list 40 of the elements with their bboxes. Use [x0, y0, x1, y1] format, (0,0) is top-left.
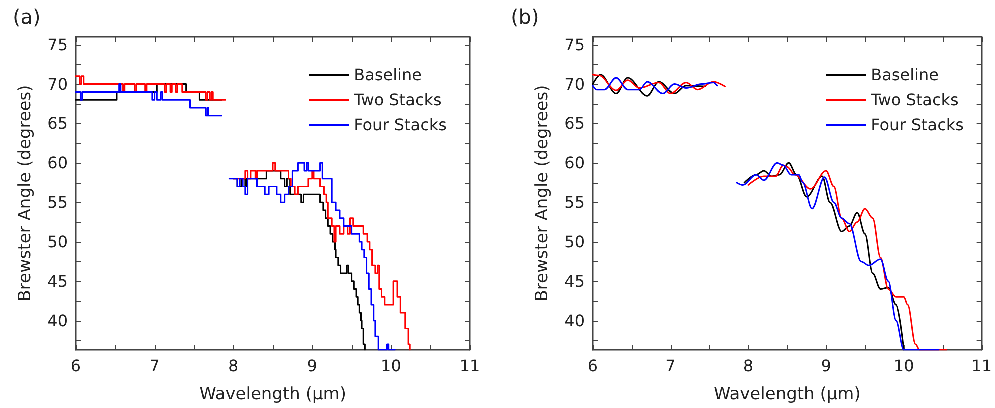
y-tick-label: 70 [48, 74, 68, 94]
x-tick-label: 10 [894, 356, 914, 376]
x-tick-label: 7 [150, 356, 160, 376]
y-tick-label: 40 [564, 311, 585, 330]
chart-title: (b) [511, 5, 540, 29]
x-tick-label: 9 [307, 356, 318, 376]
x-axis-title: Wavelength (µm) [714, 384, 861, 404]
y-tick-label: 65 [48, 114, 68, 134]
x-tick-label: 11 [972, 356, 992, 376]
x-tick-label: 7 [666, 356, 676, 376]
legend-label: Two Stacks [870, 90, 959, 110]
x-tick-label: 11 [460, 356, 480, 376]
y-axis-title: Brewster Angle (degrees) [16, 85, 36, 302]
legend-label: Baseline [871, 66, 939, 84]
y-axis-title: Brewster Angle (degrees) [532, 85, 552, 302]
x-tick-label: 9 [821, 356, 832, 376]
x-tick-label: 6 [588, 356, 598, 376]
y-tick-label: 50 [564, 232, 585, 252]
y-tick-label: 45 [564, 272, 585, 291]
y-tick-label: 60 [48, 154, 68, 173]
x-tick-label: 6 [70, 356, 82, 376]
legend-label: Two Stacks [353, 90, 442, 110]
y-tick-label: 75 [48, 35, 68, 54]
chart-title: (a) [13, 5, 41, 29]
legend-label: Baseline [354, 66, 422, 84]
x-tick-label: 10 [381, 356, 402, 376]
x-axis-title: Wavelength (µm) [200, 384, 346, 404]
y-tick-label: 65 [564, 114, 585, 134]
y-tick-label: 55 [48, 193, 68, 212]
y-tick-label: 55 [564, 193, 585, 212]
x-tick-label: 8 [743, 356, 754, 376]
x-tick-label: 8 [228, 356, 239, 376]
y-tick-label: 75 [564, 35, 585, 54]
legend-label: Four Stacks [354, 116, 447, 134]
y-tick-label: 60 [564, 154, 585, 173]
y-tick-label: 50 [48, 232, 68, 252]
y-tick-label: 45 [48, 272, 68, 291]
legend-label: Four Stacks [871, 116, 964, 134]
y-tick-label: 40 [48, 311, 68, 330]
y-tick-label: 70 [564, 74, 585, 94]
